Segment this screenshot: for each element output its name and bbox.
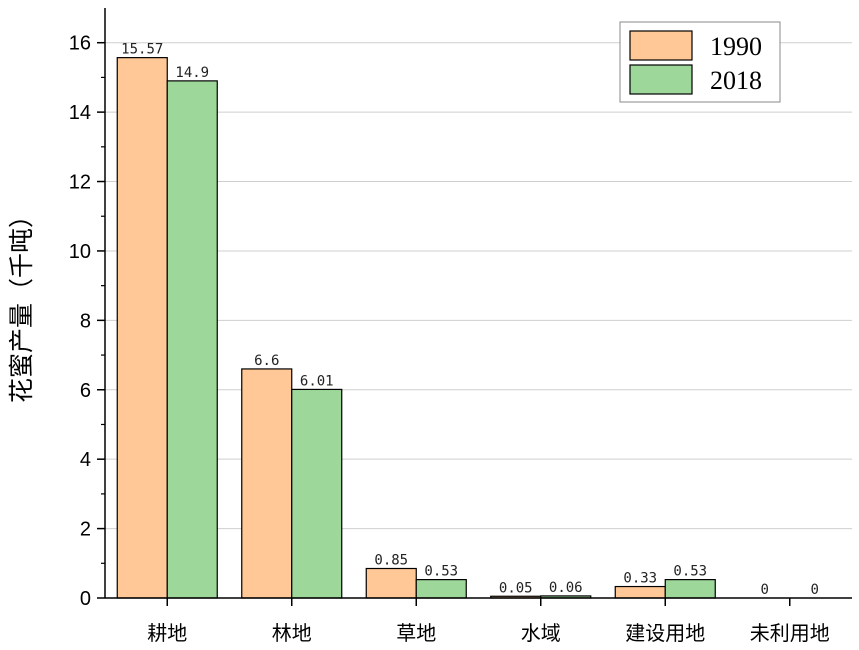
bar-2018-4 <box>664 579 716 599</box>
data-label: 0 <box>761 582 769 598</box>
bar-1990-2 <box>365 567 417 599</box>
y-tick-label: 6 <box>80 380 91 402</box>
y-tick-label: 0 <box>80 588 91 610</box>
y-tick-label: 2 <box>80 519 91 541</box>
data-label: 0.05 <box>499 580 533 596</box>
x-tick-label: 耕地 <box>147 621 187 645</box>
y-ticks: 0 2 4 6 8 10 12 14 16 <box>69 33 105 610</box>
legend-label-2018: 2018 <box>710 66 762 95</box>
legend-swatch-1990 <box>629 30 693 61</box>
data-labels: 15.57 14.9 6.6 6.01 0.85 0.53 0.05 0.06 0.33 0.53… <box>121 42 819 598</box>
bar-1990-0 <box>116 57 168 599</box>
legend-swatch-2018 <box>629 64 693 95</box>
data-label: 0.06 <box>549 580 583 596</box>
data-label: 14.9 <box>175 65 209 81</box>
y-tick-label: 12 <box>69 172 91 194</box>
x-tick-label: 林地 <box>272 621 312 645</box>
x-tick-label: 水域 <box>521 621 561 645</box>
data-label: 0.85 <box>374 553 408 569</box>
data-label: 0.33 <box>623 571 657 587</box>
y-axis-label: 花蜜产量（千吨） <box>7 203 36 403</box>
y-tick-label: 4 <box>80 449 91 471</box>
axes <box>104 8 852 599</box>
x-tick-label: 建设用地 <box>625 621 705 645</box>
y-tick-label: 8 <box>80 310 91 332</box>
bars <box>116 57 716 599</box>
y-tick-label: 10 <box>69 241 91 263</box>
bar-2018-0 <box>166 80 218 599</box>
data-label: 0 <box>811 582 819 598</box>
x-tick-label: 未利用地 <box>750 621 830 645</box>
data-label: 15.57 <box>121 42 163 58</box>
legend-label-1990: 1990 <box>710 32 762 61</box>
data-label: 6.01 <box>300 373 334 389</box>
bar-2018-2 <box>415 579 467 599</box>
y-tick-label: 16 <box>69 33 91 55</box>
data-label: 6.6 <box>254 353 279 369</box>
bar-1990-4 <box>614 585 666 599</box>
data-label: 0.53 <box>673 564 707 580</box>
gridlines <box>105 42 852 530</box>
legend: 1990 2018 <box>619 21 781 103</box>
x-tick-label: 草地 <box>396 621 436 645</box>
y-tick-label: 14 <box>69 102 91 124</box>
bar-1990-1 <box>241 368 293 599</box>
data-label: 0.53 <box>424 564 458 580</box>
bar-2018-1 <box>291 388 343 599</box>
x-ticks: 耕地 林地 草地 水域 建设用地 未利用地 <box>147 598 830 645</box>
